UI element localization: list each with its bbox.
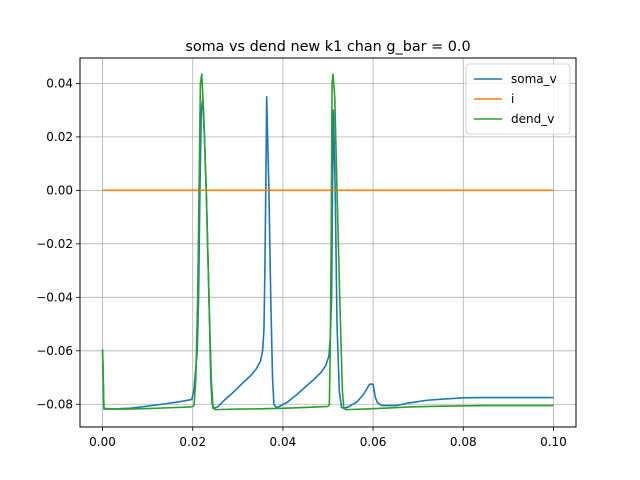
y-tick-label: −0.04 bbox=[36, 290, 73, 304]
x-tick-label: 0.04 bbox=[270, 435, 297, 449]
x-tick-label: 0.10 bbox=[540, 435, 567, 449]
y-tick-label: 0.02 bbox=[46, 130, 73, 144]
y-tick-label: −0.06 bbox=[36, 344, 73, 358]
plot-series bbox=[101, 73, 554, 411]
chart-title: soma vs dend new k1 chan g_bar = 0.0 bbox=[185, 39, 470, 55]
series-line-dend-v bbox=[101, 73, 554, 411]
legend: soma_vi dend_v bbox=[465, 63, 571, 135]
x-tick-label: 0.02 bbox=[179, 435, 206, 449]
y-tick-label: −0.08 bbox=[36, 397, 73, 411]
y-tick-label: 0.04 bbox=[46, 76, 73, 90]
axes-frame bbox=[79, 57, 577, 428]
y-tick-label: −0.02 bbox=[36, 237, 73, 251]
legend-box bbox=[465, 63, 571, 135]
legend-label: i bbox=[511, 92, 514, 106]
legend-label: soma_v bbox=[511, 72, 557, 86]
axis-ticks: 0.00 0.02 0.04 0.06 0.08 0.10 −0.08 −0.06 −0.04 −… bbox=[36, 76, 567, 449]
legend-label: dend_v bbox=[511, 112, 554, 126]
series-line-soma-v bbox=[101, 95, 554, 410]
y-tick-label: 0.00 bbox=[46, 183, 73, 197]
x-tick-label: 0.00 bbox=[89, 435, 116, 449]
x-tick-label: 0.08 bbox=[450, 435, 477, 449]
x-tick-label: 0.06 bbox=[360, 435, 387, 449]
